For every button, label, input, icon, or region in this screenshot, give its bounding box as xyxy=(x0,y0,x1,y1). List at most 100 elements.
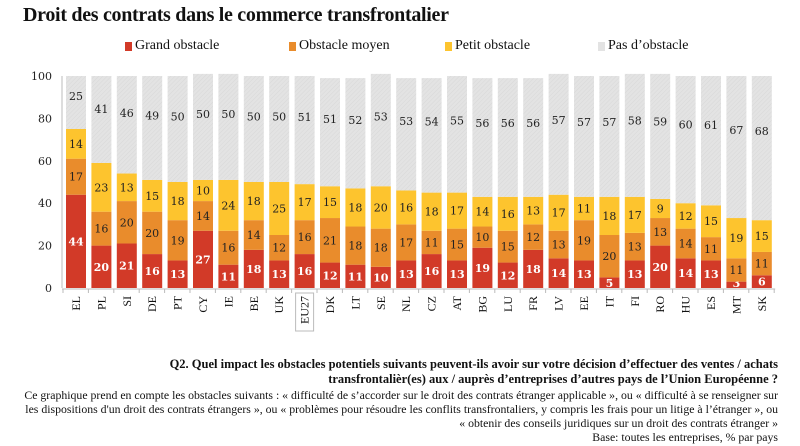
bar-segment-pas-d-obstacle xyxy=(370,73,391,187)
bar-segment-grand-obstacle xyxy=(472,247,493,288)
bar-segment-obstacle-moyen xyxy=(726,258,747,282)
data-label: 25 xyxy=(69,90,83,103)
x-tick-label: EU27 xyxy=(298,296,312,324)
x-tick-label: MT xyxy=(729,295,743,314)
data-label: 25 xyxy=(272,203,286,216)
bar-segment-petit-obstacle xyxy=(396,190,417,225)
x-tick-label: IT xyxy=(602,295,616,307)
data-label: 17 xyxy=(298,196,312,209)
bar-group-el: 44 17 14 25 xyxy=(66,76,86,288)
x-tick-label: SK xyxy=(755,296,769,312)
data-label: 13 xyxy=(272,268,287,281)
legend-label: Pas d’obstacle xyxy=(608,38,689,53)
legend-item-obstacle-moyen: Obstacle moyen xyxy=(289,38,390,54)
data-label: 15 xyxy=(704,215,718,228)
data-label: 15 xyxy=(755,230,769,243)
bar-group-cy: 27 14 10 50 xyxy=(193,73,213,288)
bar-group-be: 18 14 18 50 xyxy=(243,76,264,288)
data-label: 59 xyxy=(653,115,667,128)
bar-segment-petit-obstacle xyxy=(650,198,671,219)
bar-group-ee: 13 19 11 57 xyxy=(574,76,594,288)
data-label: 14 xyxy=(69,138,83,151)
data-label: 16 xyxy=(501,208,515,221)
y-tick-label: 60 xyxy=(38,155,52,168)
bar-segment-pas-d-obstacle xyxy=(447,76,467,193)
data-label: 50 xyxy=(171,110,185,123)
x-tick-label: AT xyxy=(450,295,464,310)
bar-segment-obstacle-moyen xyxy=(751,251,772,276)
data-label: 20 xyxy=(653,261,669,274)
bar-group-mt: 311 19 67 xyxy=(726,76,747,290)
bar-segment-obstacle-moyen xyxy=(523,224,544,250)
data-label: 60 xyxy=(679,118,693,131)
legend-swatch xyxy=(445,41,452,51)
bar-segment-grand-obstacle xyxy=(167,260,188,288)
data-label: 18 xyxy=(246,263,262,276)
bar-segment-petit-obstacle xyxy=(91,162,112,212)
bar-segment-obstacle-moyen xyxy=(574,220,594,261)
bar-segment-petit-obstacle xyxy=(193,179,213,202)
y-tick-label: 80 xyxy=(38,112,52,125)
bar-segment-petit-obstacle xyxy=(624,196,645,233)
data-label: 17 xyxy=(552,207,566,220)
data-label: 17 xyxy=(69,171,83,184)
data-label: 6 xyxy=(758,276,766,289)
bar-segment-obstacle-moyen xyxy=(243,220,264,250)
data-label: 16 xyxy=(399,201,413,214)
data-label: 53 xyxy=(374,111,388,124)
bar-segment-pas-d-obstacle xyxy=(320,78,340,187)
data-label: 57 xyxy=(577,116,591,129)
x-tick-label: FR xyxy=(526,296,540,311)
bar-segment-pas-d-obstacle xyxy=(66,76,86,129)
y-tick-label: 40 xyxy=(38,197,52,210)
data-label: 11 xyxy=(221,270,236,283)
y-tick-label: 0 xyxy=(45,282,52,295)
bar-segment-grand-obstacle xyxy=(650,245,671,288)
bar-segment-petit-obstacle xyxy=(497,196,518,231)
bar-segment-petit-obstacle xyxy=(421,192,442,231)
bar-segment-grand-obstacle xyxy=(624,260,645,288)
bar-group-at: 13 15 17 55 xyxy=(447,76,467,288)
data-label: 19 xyxy=(475,262,490,275)
bar-segment-obstacle-moyen xyxy=(66,158,86,195)
bar-segment-pas-d-obstacle xyxy=(548,73,569,195)
bar-segment-pas-d-obstacle xyxy=(345,78,366,189)
x-tick-label: DK xyxy=(323,296,337,314)
y-tick-label: 100 xyxy=(31,70,52,83)
bar-group-ro: 20 13 9 59 xyxy=(650,73,671,288)
x-tick-label: ES xyxy=(704,296,718,310)
bar-segment-obstacle-moyen xyxy=(650,218,671,246)
bar-segment-obstacle-moyen xyxy=(599,235,620,278)
bar-segment-petit-obstacle xyxy=(599,196,620,235)
data-label: 50 xyxy=(196,108,210,121)
data-label: 21 xyxy=(119,260,134,273)
bar-segment-petit-obstacle xyxy=(66,129,86,159)
data-label: 11 xyxy=(577,203,591,216)
data-label: 13 xyxy=(526,205,540,218)
bar-segment-pas-d-obstacle xyxy=(726,76,747,219)
data-label: 20 xyxy=(602,250,616,263)
data-label: 17 xyxy=(450,205,464,218)
bar-segment-pas-d-obstacle xyxy=(624,73,645,197)
data-label: 16 xyxy=(298,231,312,244)
x-tick-label: LU xyxy=(501,296,515,312)
bar-segment-pas-d-obstacle xyxy=(701,76,721,206)
bar-group-es: 13 11 15 61 xyxy=(701,76,721,288)
legend-swatch xyxy=(598,41,605,51)
bar-segment-obstacle-moyen xyxy=(675,228,696,259)
bar-segment-obstacle-moyen xyxy=(193,201,213,231)
bar-segment-pas-d-obstacle xyxy=(523,78,544,197)
bar-segment-grand-obstacle xyxy=(243,249,264,288)
data-label: 13 xyxy=(627,268,642,281)
x-tick-label: UK xyxy=(272,296,286,314)
bar-segment-grand-obstacle xyxy=(574,260,594,288)
bar-segment-petit-obstacle xyxy=(142,179,163,212)
bar-segment-pas-d-obstacle xyxy=(574,76,594,197)
data-label: 13 xyxy=(628,241,642,254)
data-label: 18 xyxy=(348,201,362,214)
bar-segment-petit-obstacle xyxy=(370,186,391,229)
bar-segment-obstacle-moyen xyxy=(142,211,163,255)
bar-segment-obstacle-moyen xyxy=(624,232,645,261)
bars: 44 17 14 25 20 16 23 41 21 20 13 46 16 20 15 49 13 19 18 50… xyxy=(66,73,772,290)
x-tick-label: LT xyxy=(348,295,362,309)
